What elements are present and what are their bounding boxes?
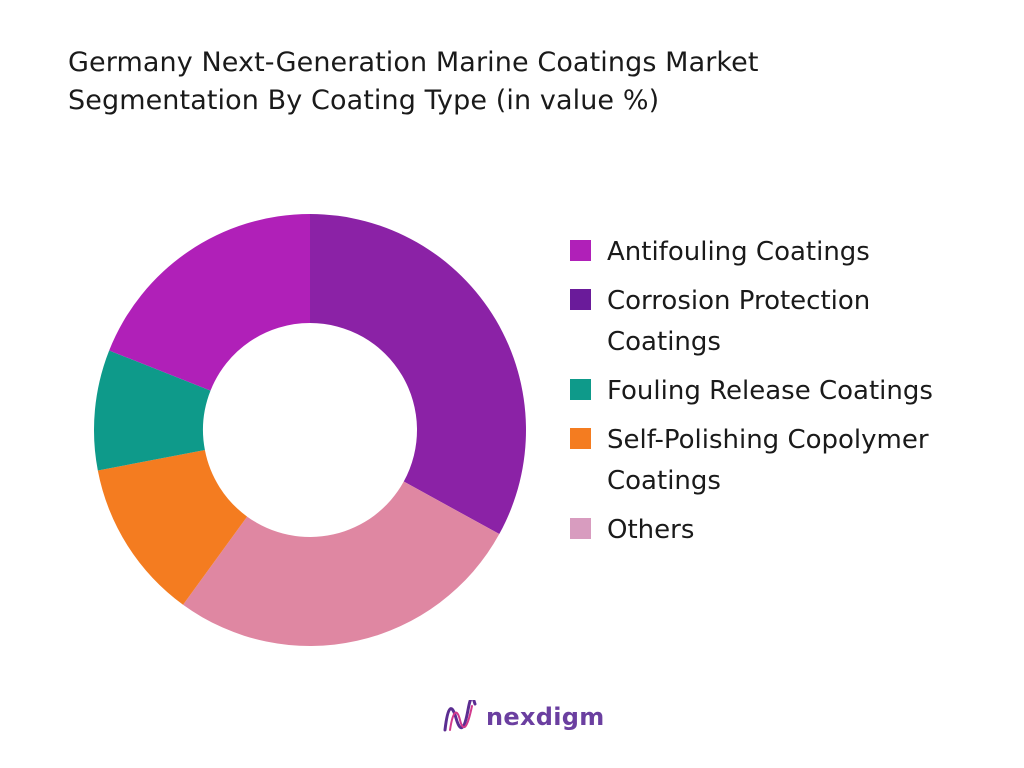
- legend-item-antifouling: Antifouling Coatings: [570, 232, 1010, 273]
- legend-swatch-antifouling: [570, 240, 591, 261]
- legend-swatch-fouling-release: [570, 379, 591, 400]
- slice-fouling-release: [94, 350, 211, 471]
- chart-legend: Antifouling Coatings Corrosion Protectio…: [570, 232, 1010, 559]
- legend-item-self-polishing: Self-Polishing Copolymer Coatings: [570, 420, 1010, 502]
- title-line-1: Germany Next-Generation Marine Coatings …: [68, 47, 759, 78]
- donut-chart: [94, 214, 527, 646]
- legend-item-others: Others: [570, 510, 1010, 551]
- logo-text: nexdigm: [486, 703, 605, 731]
- slice-others: [183, 481, 500, 646]
- legend-label-corrosion-protection: Corrosion Protection Coatings: [607, 286, 871, 357]
- nexdigm-logo-icon: [443, 700, 477, 732]
- slice-self-polishing: [97, 450, 248, 605]
- legend-item-corrosion-protection: Corrosion Protection Coatings: [570, 281, 1010, 363]
- legend-label-antifouling: Antifouling Coatings: [607, 237, 870, 267]
- legend-swatch-self-polishing: [570, 428, 591, 449]
- legend-swatch-others: [570, 518, 591, 539]
- slice-corrosion-protection: [310, 214, 527, 535]
- chart-title: Germany Next-Generation Marine Coatings …: [68, 44, 968, 120]
- title-line-2: Segmentation By Coating Type (in value %…: [68, 85, 660, 116]
- legend-label-others: Others: [607, 515, 695, 545]
- legend-label-self-polishing: Self-Polishing Copolymer Coatings: [607, 425, 929, 496]
- brand-logo: nexdigm: [442, 700, 605, 734]
- legend-label-fouling-release: Fouling Release Coatings: [607, 376, 933, 406]
- slice-antifouling: [109, 214, 310, 391]
- legend-item-fouling-release: Fouling Release Coatings: [570, 371, 1010, 412]
- legend-swatch-corrosion-protection: [570, 289, 591, 310]
